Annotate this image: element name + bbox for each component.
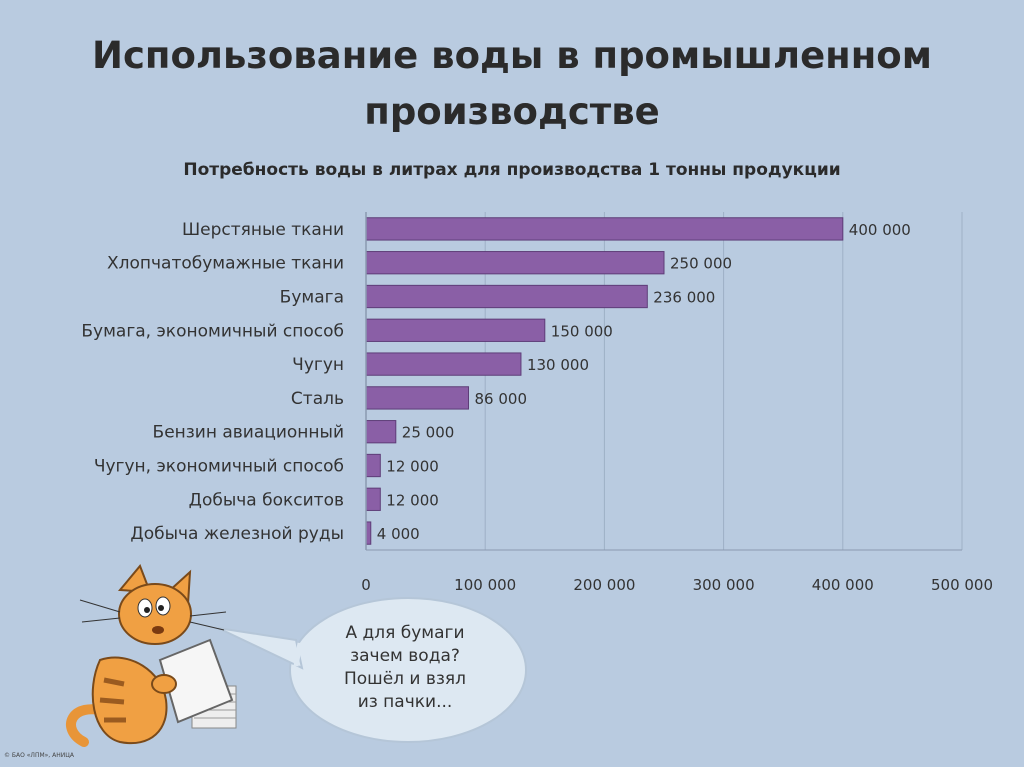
value-label: 25 000 [402,424,455,442]
cat-illustration [66,564,237,747]
value-label: 130 000 [527,356,589,374]
x-tick-label: 500 000 [931,576,993,594]
value-label: 250 000 [670,255,732,273]
value-label: 4 000 [377,525,420,543]
bar [365,453,381,478]
category-label: Шерстяные ткани [182,220,344,240]
copyright-text: © БАО «ЛПМ», АНИЦА [4,752,74,759]
value-label: 12 000 [386,491,439,509]
bar [365,251,665,275]
category-label: Хлопчатобумажные ткани [107,254,344,274]
category-label: Чугун [292,355,344,375]
value-label: 86 000 [475,390,527,408]
x-tick-label: 300 000 [693,576,755,594]
speech-bubble [217,597,527,743]
bar [365,487,381,511]
category-label: Бумага, экономичный способ [81,321,344,341]
value-label: 12 000 [386,458,439,476]
bar [365,284,648,309]
bubble-line2: зачем вода? [350,646,460,666]
bar [365,352,522,376]
bubble-text: А для бумаги зачем вода? Пошёл и взял из… [300,622,510,714]
value-label: 236 000 [653,289,715,307]
x-tick-label: 100 000 [454,576,516,594]
category-label: Сталь [291,389,344,409]
category-label: Чугун, экономичный способ [94,457,344,477]
bar [365,420,397,444]
x-tick-label: 200 000 [573,576,635,594]
label-layer: 0 100 000 200 000 300 000 400 000 500 000 Шерс… [81,220,993,594]
bar [365,318,546,342]
slide-title-line1: Использование воды в промышленном [92,34,932,77]
bubble-line1: А для бумаги [345,623,465,643]
value-label: 400 000 [849,221,911,239]
bubble-line3: Пошёл и взял [343,669,467,689]
slide-title-line2: производстве [364,90,660,133]
x-tick-label: 400 000 [812,576,874,594]
category-label: Добыча железной руды [130,524,344,544]
bar [365,217,844,241]
value-label: 150 000 [551,322,613,340]
bar [365,386,470,410]
category-label: Добыча бокситов [189,490,344,510]
slide-title: Использование воды в промышленном произв… [0,28,1024,140]
category-label: Бензин авиационный [153,423,344,443]
x-tick-label: 0 [361,576,371,594]
bar-layer [365,217,844,545]
chart-title: Потребность воды в литрах для производст… [183,160,841,180]
category-label: Бумага [280,288,344,308]
bubble-line4: из пачки... [357,692,453,712]
